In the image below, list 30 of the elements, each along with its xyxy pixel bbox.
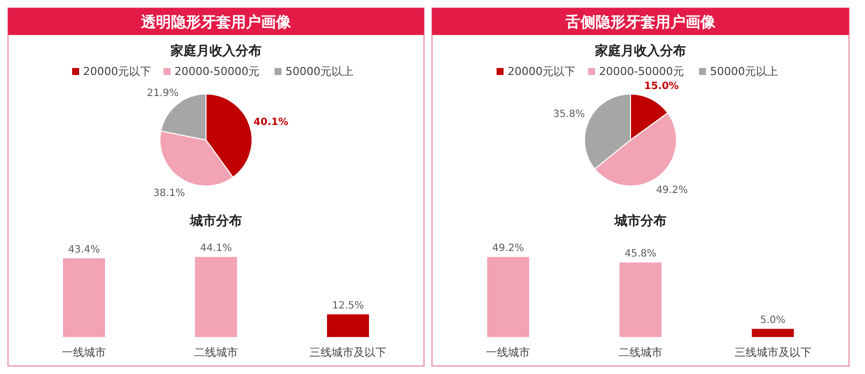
chart-title: 透明隐形牙套用户画像 <box>140 13 292 31</box>
chart-title: 舌侧隐形牙套用户画像 <box>564 13 716 31</box>
x-tick-label: 三线城市及以下 <box>310 346 386 359</box>
data-label: 43.4% <box>68 244 100 256</box>
x-tick-label: 二线城市 <box>618 346 662 359</box>
data-label: 38.1% <box>153 188 186 200</box>
data-label: 49.2% <box>492 243 524 254</box>
data-label: 5.0% <box>760 314 786 326</box>
chart-title: 城市分布 <box>189 213 242 229</box>
legend-label: 20000-50000元 <box>174 65 260 78</box>
x-tick-label: 一线城市 <box>486 346 530 359</box>
data-label: 21.9% <box>146 88 179 100</box>
chart-subtitle: 家庭月收入分布 <box>594 43 686 59</box>
x-tick-label: 三线城市及以下 <box>734 346 812 359</box>
legend-label: 50000元以上 <box>286 65 354 78</box>
data-label: 45.8% <box>624 248 656 260</box>
chart-title: 城市分布 <box>614 213 666 229</box>
legend-label: 20000-50000元 <box>599 65 684 78</box>
chart-subtitle: 家庭月收入分布 <box>170 43 262 59</box>
data-label: 35.8% <box>553 109 585 120</box>
data-label: 44.1% <box>200 243 232 254</box>
data-label: 15.0% <box>644 80 679 92</box>
data-label: 40.1% <box>254 116 288 128</box>
data-label: 49.2% <box>656 185 688 196</box>
legend-label: 20000元以下 <box>508 65 576 78</box>
legend-label: 20000元以下 <box>83 65 152 78</box>
data-label: 12.5% <box>332 300 364 312</box>
x-tick-label: 一线城市 <box>62 346 106 359</box>
legend-label: 50000元以上 <box>710 65 778 78</box>
x-tick-label: 二线城市 <box>194 346 238 359</box>
